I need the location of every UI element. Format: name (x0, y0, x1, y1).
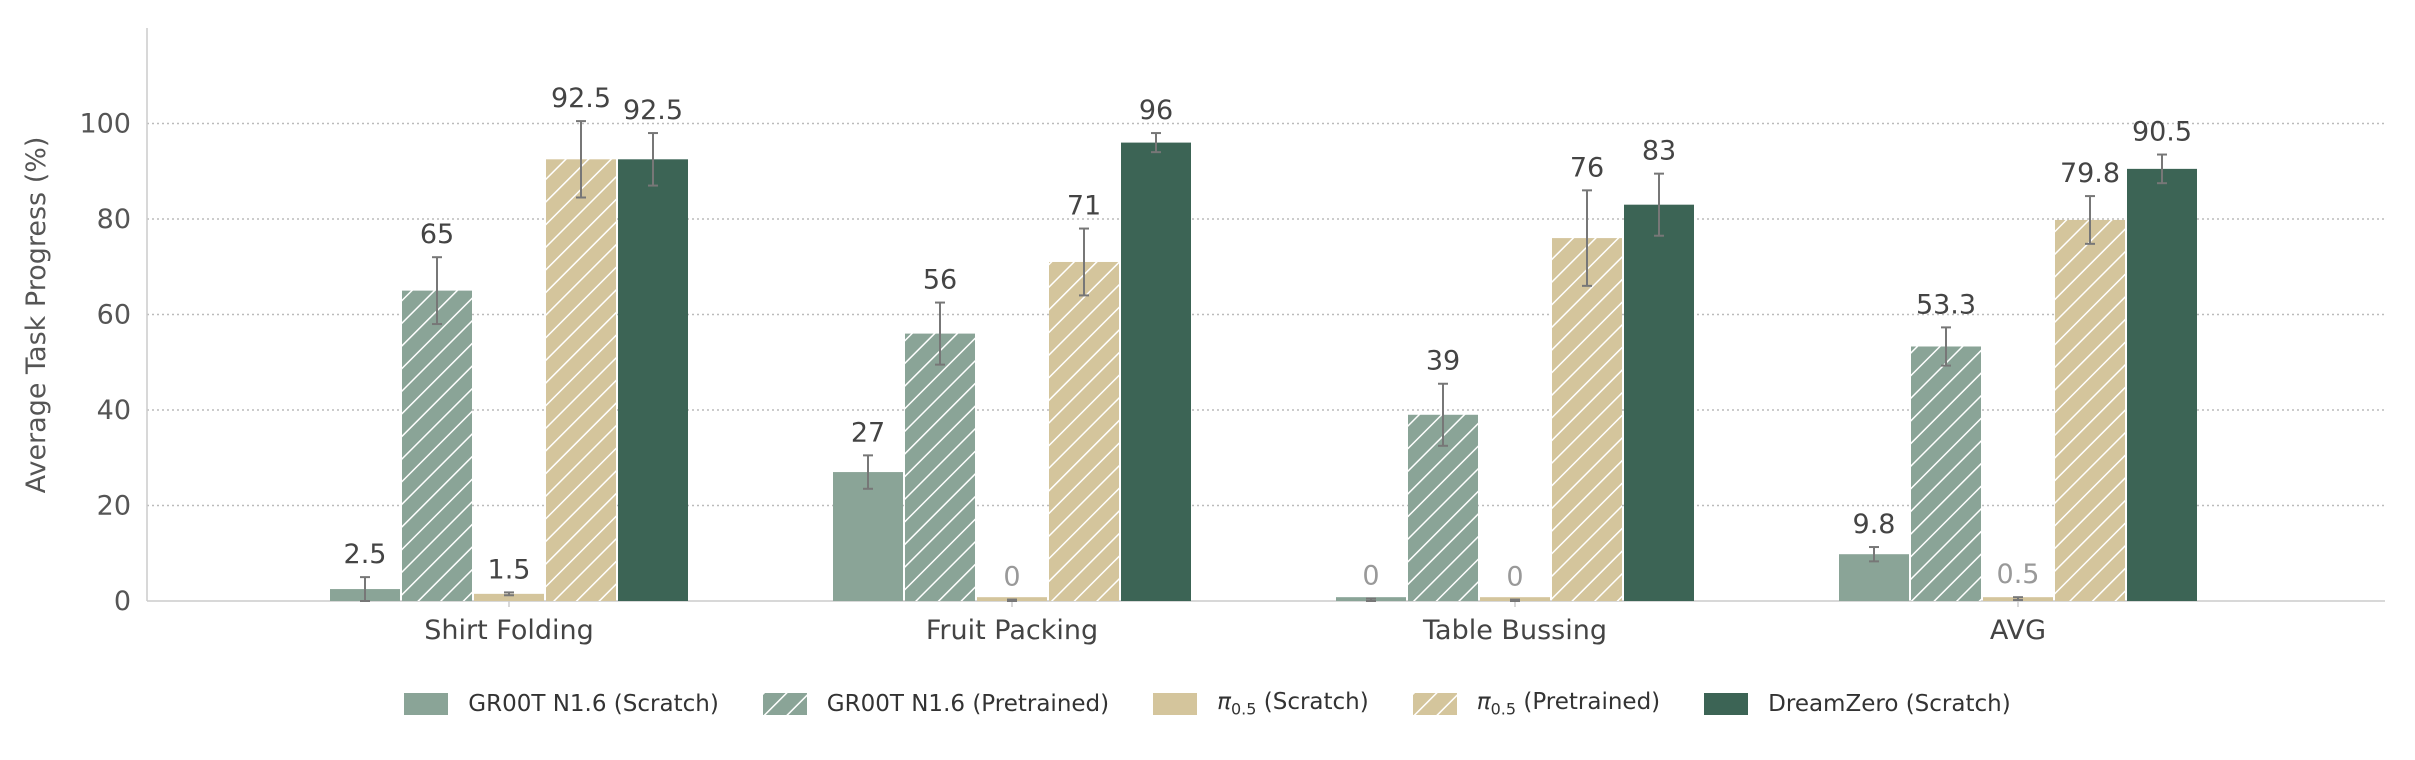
legend-label-subscript: 0.5 (1230, 699, 1257, 719)
legend: GR00T N1.6 (Scratch) GR00T N1.6 (Pretrain… (0, 682, 2415, 726)
y-tick-label: 60 (97, 300, 131, 331)
data-label: 0.5 (1997, 559, 2040, 590)
legend-label: GR00T N1.6 (Scratch) (468, 691, 719, 717)
data-label: 79.8 (2060, 158, 2120, 189)
bar (618, 159, 688, 601)
legend-item: π0.5 (Scratch) (1153, 689, 1369, 719)
data-label: 0 (1362, 561, 1379, 592)
data-label: 0 (1506, 562, 1523, 593)
y-tick-label: 20 (97, 491, 131, 522)
data-labels: 2.5 65 1.5 92.5 92.5 27 56 0 71 96 0 39 0 76 83 9.8 53.3… (344, 83, 2193, 592)
data-label: 39 (1426, 346, 1460, 377)
legend-item: π0.5 (Pretrained) (1412, 689, 1660, 719)
data-label: 27 (851, 417, 885, 448)
legend-item: GR00T N1.6 (Pretrained) (762, 691, 1110, 717)
data-label: 83 (1642, 136, 1676, 167)
y-axis-label: Average Task Progress (%) (21, 137, 52, 494)
legend-swatch (762, 693, 807, 715)
data-label: 96 (1139, 95, 1173, 126)
bar (546, 159, 616, 601)
bar (2127, 168, 2197, 602)
data-label: 0 (1003, 562, 1020, 593)
bar (833, 472, 903, 601)
data-label: 65 (420, 219, 454, 250)
legend-swatch (1153, 693, 1198, 715)
bar (1121, 142, 1191, 601)
bar (1552, 238, 1622, 601)
data-label: 92.5 (551, 83, 611, 114)
data-label: 56 (923, 265, 957, 296)
bar (474, 593, 544, 601)
x-tick-label: AVG (1990, 615, 2046, 646)
data-label: 71 (1067, 191, 1101, 222)
bar-chart: 0 20 40 60 80 100 Shirt Folding Fruit Packing Ta… (21, 28, 2385, 646)
legend-label: π0.5 (Pretrained) (1477, 689, 1660, 719)
y-tick-label: 0 (114, 586, 131, 617)
y-tick-label: 40 (97, 395, 131, 426)
legend-item: DreamZero (Scratch) (1704, 691, 2011, 717)
legend-label: GR00T N1.6 (Pretrained) (826, 691, 1110, 717)
x-tick-label: Shirt Folding (424, 615, 594, 646)
legend-swatch (1412, 693, 1457, 715)
y-tick-label: 100 (79, 109, 131, 140)
bar (1049, 261, 1119, 601)
data-label: 92.5 (623, 95, 683, 126)
data-label: 1.5 (488, 554, 531, 585)
legend-label-suffix: (Scratch) (1256, 689, 1369, 716)
axes: 0 20 40 60 80 100 Shirt Folding Fruit Packing Ta… (79, 28, 2385, 646)
x-tick-label: Fruit Packing (926, 615, 1098, 646)
data-label: 53.3 (1916, 289, 1976, 320)
legend-label: π0.5 (Scratch) (1217, 689, 1369, 719)
legend-label-suffix: (Pretrained) (1516, 689, 1661, 716)
data-label: 2.5 (344, 539, 387, 570)
bar (1624, 204, 1694, 602)
bars (330, 120, 2197, 602)
legend-label-symbol: π (1217, 689, 1231, 716)
data-label: 9.8 (1853, 509, 1896, 540)
bar (402, 290, 472, 601)
y-tick-label: 80 (97, 204, 131, 235)
bar (2055, 219, 2125, 601)
legend-label-subscript: 0.5 (1490, 699, 1517, 719)
grid-lines (147, 122, 2385, 507)
data-label: 90.5 (2132, 117, 2192, 148)
data-label: 76 (1570, 152, 1604, 183)
legend-label-symbol: π (1476, 689, 1491, 716)
legend-swatch (404, 693, 449, 715)
legend-swatch (1704, 693, 1749, 715)
legend-item: GR00T N1.6 (Scratch) (404, 691, 719, 717)
bar (905, 333, 975, 601)
legend-label: DreamZero (Scratch) (1768, 691, 2011, 717)
x-tick-label: Table Bussing (1422, 615, 1607, 646)
bar (1911, 346, 1981, 601)
